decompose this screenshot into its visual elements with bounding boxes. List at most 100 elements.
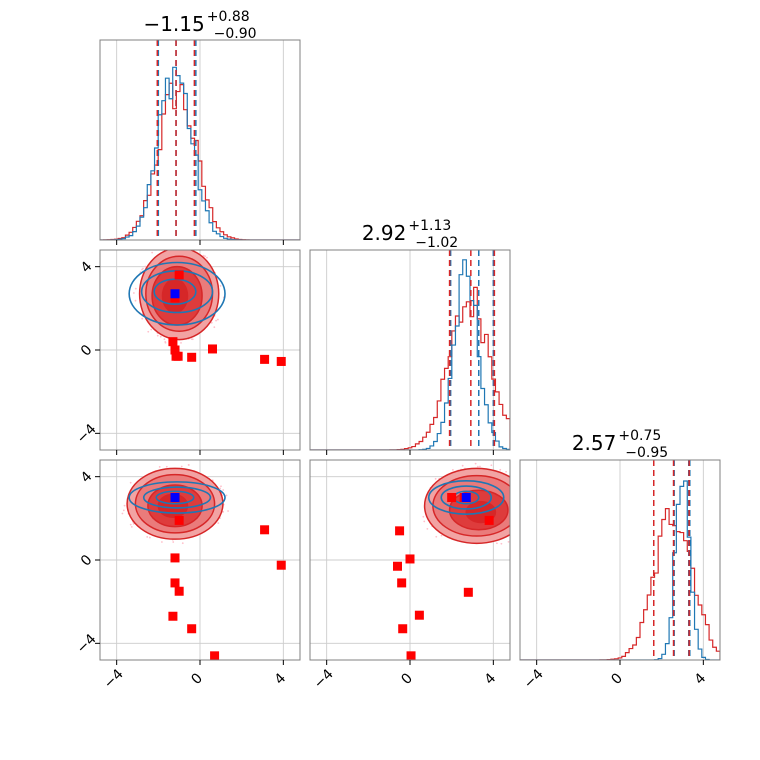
density-group: [121, 463, 286, 660]
x-tick-label: −4: [311, 666, 337, 692]
scatter-point: [210, 321, 213, 324]
title-param-2: 2.92 +1.13 −1.02: [362, 218, 458, 251]
marker-blue: [170, 493, 180, 502]
scatter-point: [516, 498, 518, 500]
scatter-point: [219, 285, 222, 287]
scatter-point: [217, 522, 220, 524]
histogram-group: [520, 460, 720, 660]
marker-blue: [170, 289, 180, 299]
scatter-point: [513, 524, 515, 526]
scatter-point: [500, 542, 503, 545]
scatter-point: [440, 534, 443, 537]
title-minus: −0.90: [214, 26, 257, 42]
marker-red: [260, 354, 270, 364]
scatter-point: [490, 464, 493, 467]
y-tick-label: −4: [74, 421, 100, 447]
marker-red: [170, 578, 180, 588]
scatter-point: [527, 495, 529, 497]
scatter-point: [148, 536, 151, 539]
histogram-red: [520, 508, 720, 660]
marker-red: [187, 624, 197, 634]
scatter-point: [219, 487, 222, 490]
scatter-point: [213, 326, 216, 329]
scatter-point: [518, 528, 520, 530]
scatter-point: [216, 318, 219, 321]
scatter-point: [157, 247, 159, 249]
scatter-point: [520, 503, 522, 505]
scatter-point: [526, 497, 528, 499]
scatter-point: [530, 498, 532, 500]
marker-red: [174, 586, 184, 596]
contour-blue: [440, 485, 493, 510]
scatter-point: [151, 251, 154, 254]
scatter-point: [183, 247, 185, 249]
title-param-3: 2.57 +0.75 −0.95: [572, 428, 668, 461]
scatter-point: [434, 477, 437, 480]
scatter-point: [161, 541, 163, 543]
scatter-point: [227, 510, 229, 512]
scatter-point: [164, 341, 167, 344]
scatter-point: [134, 299, 137, 302]
scatter-point: [121, 512, 124, 515]
x-tick-label: 0: [398, 670, 416, 688]
scatter-point: [225, 494, 228, 497]
x-tick-label: 4: [692, 670, 710, 688]
scatter-point: [204, 255, 206, 258]
scatter-point: [177, 246, 179, 248]
marker-red: [276, 560, 286, 570]
marker-red: [405, 554, 415, 564]
x-tick-label: 0: [188, 670, 206, 688]
y-tick-label: 4: [78, 259, 96, 277]
marker-red: [395, 526, 405, 536]
scatter-point: [461, 464, 464, 467]
density-group: [393, 462, 534, 660]
scatter-point: [522, 501, 524, 503]
x-tick-label: 0: [608, 670, 626, 688]
marker-red: [397, 578, 407, 588]
scatter-point: [144, 265, 147, 268]
scatter-point: [522, 499, 524, 501]
y-tick-label: 0: [78, 552, 96, 570]
y-tick-label: 4: [78, 469, 96, 487]
scatter-point: [163, 338, 166, 341]
panel-1-0: [100, 245, 300, 450]
marker-red: [187, 352, 197, 362]
scatter-point: [527, 496, 529, 498]
marker-red: [260, 525, 270, 535]
marker-red: [398, 624, 408, 634]
scatter-point: [522, 524, 524, 526]
scatter-point: [181, 542, 184, 545]
marker-red: [484, 515, 494, 525]
scatter-point: [435, 535, 438, 538]
scatter-point: [122, 509, 125, 512]
scatter-point: [180, 465, 183, 468]
scatter-point: [476, 465, 479, 468]
scatter-point: [422, 515, 425, 518]
x-tick-label: 4: [482, 670, 500, 688]
scatter-point: [426, 527, 429, 530]
scatter-point: [191, 338, 194, 341]
x-tick-label: −4: [521, 666, 547, 692]
scatter-point: [532, 496, 534, 498]
scatter-point: [515, 535, 517, 537]
scatter-point: [132, 292, 135, 294]
scatter-point: [521, 526, 523, 528]
scatter-point: [123, 504, 126, 507]
scatter-point: [530, 490, 532, 492]
contour-blue: [142, 486, 212, 509]
panel-2-2: [520, 460, 720, 660]
scatter-point: [451, 468, 454, 471]
marker-red: [393, 561, 402, 571]
scatter-point: [147, 330, 150, 333]
panel-0-0: [100, 40, 300, 240]
scatter-point: [165, 465, 168, 468]
panel-2-0: [100, 460, 300, 660]
scatter-point: [150, 328, 153, 331]
scatter-point: [187, 245, 189, 247]
scatter-point: [523, 525, 525, 527]
marker-red: [174, 515, 184, 525]
marker-red: [276, 356, 286, 366]
scatter-point: [129, 481, 132, 484]
title-param-1: −1.15 +0.88 −0.90: [143, 9, 256, 42]
